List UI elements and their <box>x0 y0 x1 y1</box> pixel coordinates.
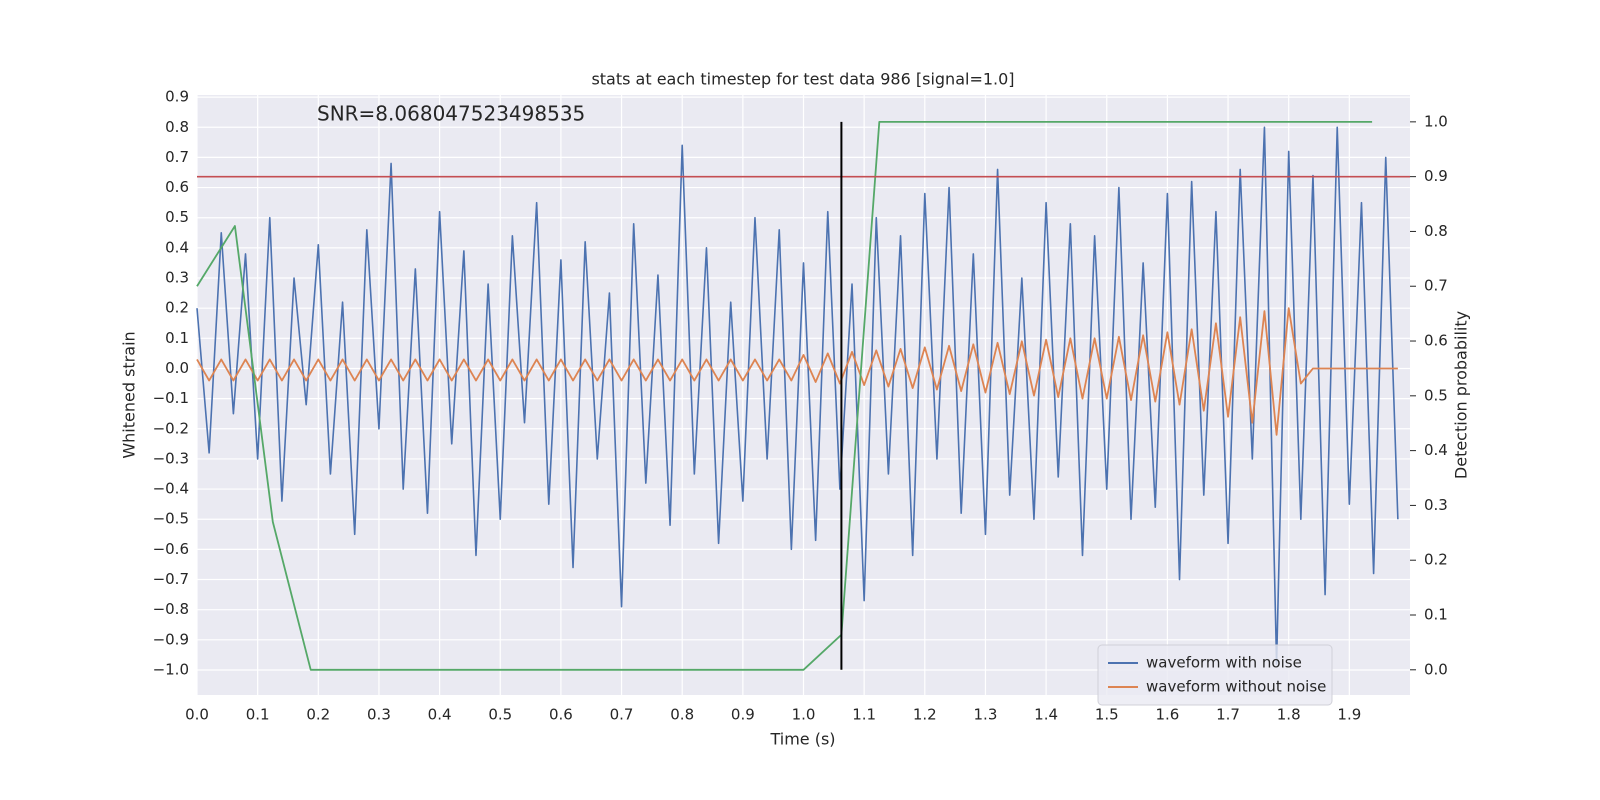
x-axis-label: Time (s) <box>769 730 835 749</box>
series-line <box>196 120 1373 671</box>
y-axis-label: Whitened strain <box>120 331 139 458</box>
y-tick-label: −0.3 <box>153 449 189 467</box>
x-tick-label: 1.9 <box>1337 706 1361 724</box>
y-tick-label: 0.8 <box>165 118 189 136</box>
y2-tick-label: 0.0 <box>1424 660 1448 678</box>
y-tick-label: 0.1 <box>165 329 189 347</box>
x-tick-label: 1.2 <box>913 706 937 724</box>
x-tick-label: 0.2 <box>306 706 330 724</box>
x-tick-label: 1.8 <box>1277 706 1301 724</box>
y-tick-label: 0.3 <box>165 269 189 287</box>
y2-tick-label: 0.1 <box>1424 606 1448 624</box>
x-tick-label: 1.7 <box>1216 706 1240 724</box>
x-tick-label: 0.4 <box>428 706 452 724</box>
series-line <box>196 126 1399 665</box>
x-tick-label: 0.9 <box>731 706 755 724</box>
chart-title: stats at each timestep for test data 986… <box>591 70 1014 89</box>
y-tick-label: −0.2 <box>153 419 189 437</box>
x-tick-label: 0.0 <box>185 706 209 724</box>
x-tick-label: 0.7 <box>610 706 634 724</box>
y-tick-label: −0.6 <box>153 540 189 558</box>
x-tick-label: 0.5 <box>488 706 512 724</box>
y-tick-label: 0.6 <box>165 178 189 196</box>
y2-axis-label: Detection probability <box>1452 311 1471 479</box>
y2-tick-label: 0.3 <box>1424 496 1448 514</box>
x-tick-label: 0.1 <box>246 706 270 724</box>
y-tick-label: 0.5 <box>165 208 189 226</box>
x-tick-label: 0.3 <box>367 706 391 724</box>
y2-tick-label: 0.7 <box>1424 277 1448 295</box>
y-tick-label: −0.8 <box>153 600 189 618</box>
x-tick-label: 0.8 <box>670 706 694 724</box>
y2-tick-label: 0.4 <box>1424 441 1448 459</box>
y2-tick-label: 0.8 <box>1424 222 1448 240</box>
y-tick-label: −0.7 <box>153 570 189 588</box>
y2-tick-label: 0.6 <box>1424 332 1448 350</box>
legend-label: waveform with noise <box>1146 654 1302 672</box>
y2-tick-label: 0.2 <box>1424 551 1448 569</box>
y-tick-label: 0.4 <box>165 238 189 256</box>
y2-tick-label: 0.9 <box>1424 167 1448 185</box>
y-tick-label: −1.0 <box>153 660 189 678</box>
y2-tick-label: 0.5 <box>1424 386 1448 404</box>
x-tick-label: 1.5 <box>1095 706 1119 724</box>
y-tick-label: −0.9 <box>153 630 189 648</box>
legend-box <box>1097 644 1333 706</box>
annotation: SNR=8.068047523498535 <box>317 102 585 126</box>
x-tick-label: 1.4 <box>1034 706 1058 724</box>
y-tick-label: 0.9 <box>165 88 189 106</box>
y-tick-label: −0.5 <box>153 510 189 528</box>
x-tick-label: 1.6 <box>1155 706 1179 724</box>
y-tick-label: −0.1 <box>153 389 189 407</box>
y-tick-label: −0.4 <box>153 480 189 498</box>
x-tick-label: 1.3 <box>974 706 998 724</box>
y2-tick-label: 1.0 <box>1424 112 1448 130</box>
series-line <box>196 307 1398 436</box>
x-tick-label: 1.0 <box>792 706 816 724</box>
y-tick-label: 0.7 <box>165 148 189 166</box>
x-tick-label: 0.6 <box>549 706 573 724</box>
legend-label: waveform without noise <box>1146 678 1326 696</box>
y-tick-label: 0.0 <box>165 359 189 377</box>
x-tick-label: 1.1 <box>852 706 876 724</box>
y-tick-label: 0.2 <box>165 299 189 317</box>
